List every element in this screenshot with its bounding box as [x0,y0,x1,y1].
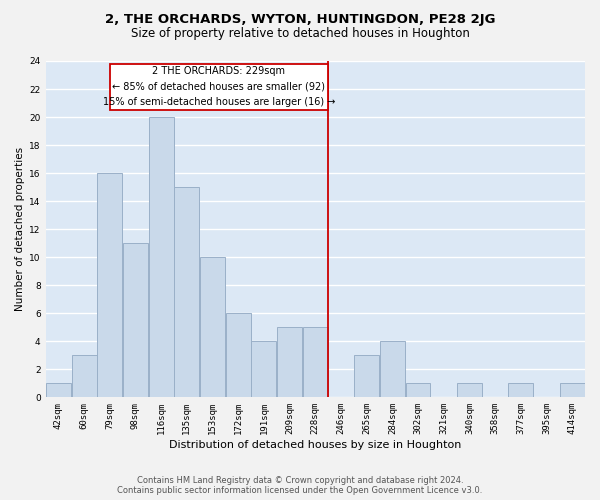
Bar [149,117,173,398]
Bar [457,384,482,398]
Bar [175,187,199,398]
Text: 2, THE ORCHARDS, WYTON, HUNTINGDON, PE28 2JG: 2, THE ORCHARDS, WYTON, HUNTINGDON, PE28… [105,12,495,26]
Text: 15% of semi-detached houses are larger (16) →: 15% of semi-detached houses are larger (… [103,96,335,106]
FancyBboxPatch shape [110,64,328,110]
Text: Contains HM Land Registry data © Crown copyright and database right 2024.
Contai: Contains HM Land Registry data © Crown c… [118,476,482,495]
Bar [123,243,148,398]
Y-axis label: Number of detached properties: Number of detached properties [15,147,25,311]
X-axis label: Distribution of detached houses by size in Houghton: Distribution of detached houses by size … [169,440,461,450]
Text: Size of property relative to detached houses in Houghton: Size of property relative to detached ho… [131,28,469,40]
Bar [406,384,430,398]
Bar [508,384,533,398]
Bar [226,313,251,398]
Bar [354,356,379,398]
Bar [97,173,122,398]
Bar [71,356,97,398]
Bar [560,384,584,398]
Text: 2 THE ORCHARDS: 229sqm: 2 THE ORCHARDS: 229sqm [152,66,286,76]
Bar [303,328,328,398]
Text: ← 85% of detached houses are smaller (92): ← 85% of detached houses are smaller (92… [112,82,325,92]
Bar [46,384,71,398]
Bar [277,328,302,398]
Bar [380,342,405,398]
Bar [251,342,277,398]
Bar [200,257,225,398]
